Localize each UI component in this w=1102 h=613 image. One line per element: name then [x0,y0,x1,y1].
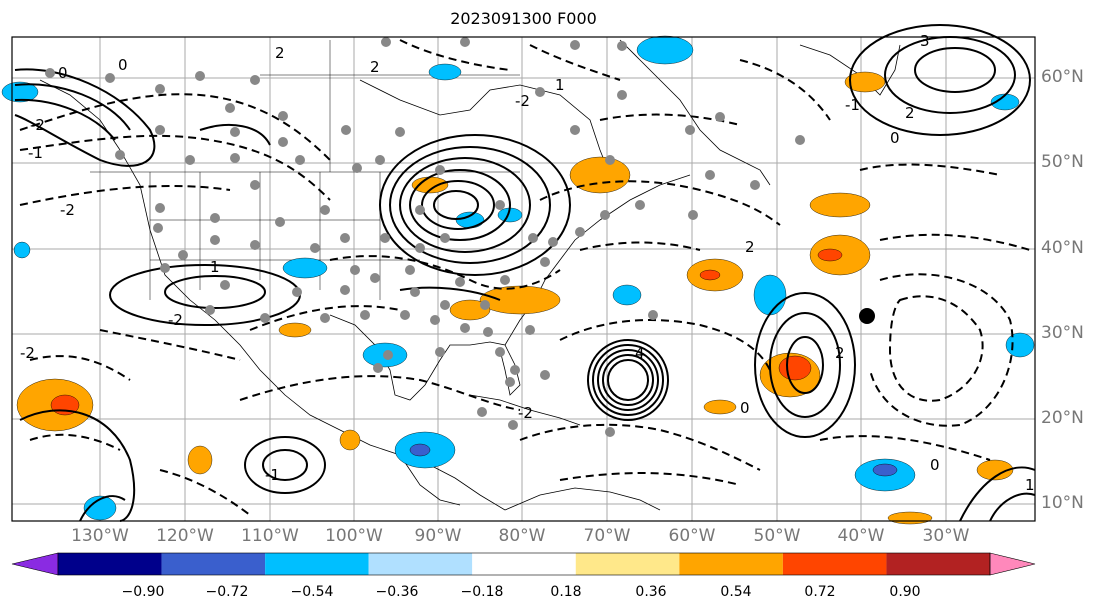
lon-label-60w: 60°W [668,526,716,546]
contour-label: -2 [168,311,183,329]
contour-label: -1 [28,144,43,162]
contour-label: -1 [265,466,280,484]
contour-label: -2 [518,404,533,422]
contour-label: -2 [30,116,45,134]
colorbar-tick: −0.90 [121,584,165,600]
colorbar-segment [58,553,162,575]
colorbar [11,552,1036,576]
colorbar-segment [782,553,887,575]
lat-label-40n: 40°N [1041,238,1084,258]
colorbar-segment [679,553,783,575]
colorbar-extend-max [989,552,1036,576]
colorbar-segment [368,553,473,575]
lon-label-90w: 90°W [414,526,462,546]
lon-label-80w: 80°W [498,526,546,546]
contour-label: 3 [920,32,930,50]
colorbar-tick: 0.54 [720,584,752,600]
contour-label: 0 [118,56,128,74]
lat-label-30n: 30°N [1041,323,1084,343]
lon-label-50w: 50°W [753,526,801,546]
colorbar-tick: 0.72 [804,584,836,600]
lon-label-70w: 70°W [583,526,631,546]
colorbar-tick: 0.90 [889,584,921,600]
positive-contours [14,24,1036,522]
colorbar-tick: −0.18 [460,584,504,600]
contour-label: -2 [60,201,75,219]
contour-label: 2 [835,344,845,362]
borders [90,40,520,300]
lat-label-50n: 50°N [1041,152,1084,172]
lon-label-130w: 130°W [71,526,129,546]
contour-label: 1 [210,258,220,276]
map-frame [11,36,1036,522]
contour-label: -2 [20,344,35,362]
lat-label-10n: 10°N [1041,493,1084,513]
contour-label: 0 [890,129,900,147]
map-title: 2023091300 F000 [450,9,597,28]
colorbar-segment [575,553,680,575]
contour-label: -1 [845,96,860,114]
colorbar-segment [265,553,369,575]
lon-label-120w: 120°W [156,526,214,546]
contour-label: 2 [905,104,915,122]
colorbar-segment [472,553,576,575]
colorbar-tick: −0.54 [290,584,334,600]
lon-label-30w: 30°W [922,526,970,546]
contour-label: 0 [740,399,750,417]
contour-label: 2 [745,238,755,256]
observation-points [45,37,805,437]
contour-label: 0 [58,64,68,82]
lat-label-20n: 20°N [1041,408,1084,428]
contour-label: 1 [1025,476,1035,494]
colorbar-tick: −0.36 [375,584,419,600]
colorbar-tick: 0.18 [550,584,582,600]
lon-label-40w: 40°W [837,526,885,546]
contour-label: 2 [275,44,285,62]
lon-label-110w: 110°W [241,526,299,546]
lon-label-100w: 100°W [325,526,383,546]
colorbar-segment [161,553,266,575]
colorbar-tick: 0.36 [635,584,667,600]
contour-label: 1 [555,76,565,94]
contour-label: 2 [370,58,380,76]
lat-label-60n: 60°N [1041,67,1084,87]
contour-label: 4 [635,344,645,362]
contour-label: 0 [930,456,940,474]
colorbar-segment [886,553,990,575]
contour-labels: 0 0 -2 -1 -2 2 1 -2 4 2 2 0 -2 3 -1 0 1 … [20,32,1035,494]
colorbar-outline [57,552,991,576]
colorbar-extend-min [11,552,59,576]
negative-contours [19,39,1031,516]
storm-position-marker [859,308,875,324]
contour-label: -2 [515,92,530,110]
colorbar-tick: −0.72 [205,584,249,600]
shaded-anomalies [1,35,1035,525]
